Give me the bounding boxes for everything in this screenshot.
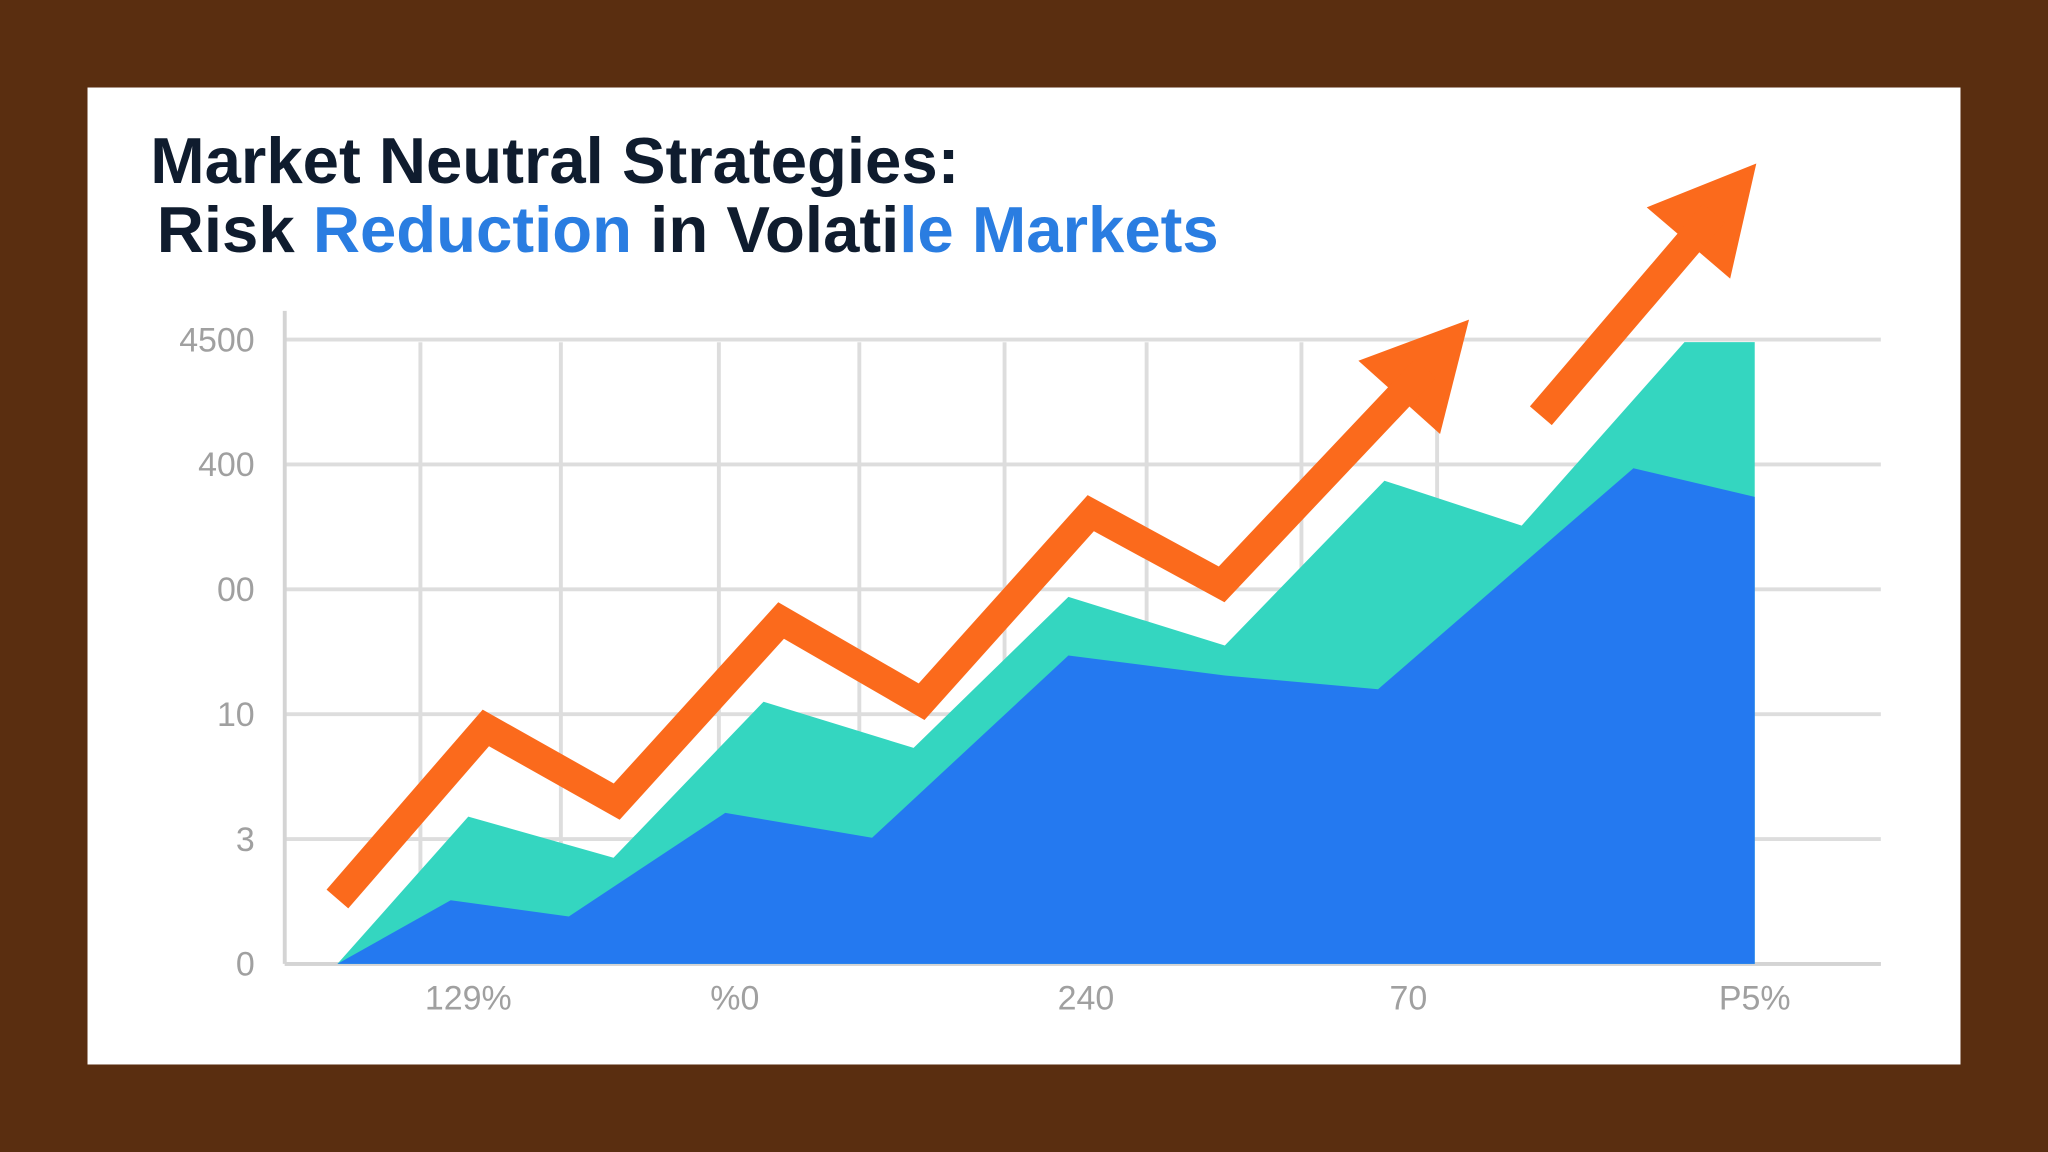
y-tick-label: 4500 bbox=[179, 321, 255, 359]
title-part: le Markets bbox=[899, 193, 1218, 266]
x-tick-label: 70 bbox=[1390, 980, 1428, 1018]
area bbox=[337, 468, 1755, 964]
x-tick-label: %0 bbox=[710, 980, 759, 1018]
x-tick-label: 129% bbox=[425, 980, 512, 1018]
title-part: Risk bbox=[157, 193, 313, 266]
chart-title: Market Neutral Strategies: bbox=[150, 124, 959, 197]
chart-title: Risk Reduction in Volatile Markets bbox=[157, 193, 1219, 266]
labels: Market Neutral Strategies:Risk Reduction… bbox=[150, 124, 1790, 1018]
line bbox=[326, 203, 1725, 909]
title-part: in Volati bbox=[632, 193, 899, 266]
title-part: Market Neutral Strategies: bbox=[150, 124, 959, 197]
x-tick-label: 240 bbox=[1058, 980, 1115, 1018]
y-tick-label: 10 bbox=[217, 696, 255, 734]
x-tick-label: P5% bbox=[1719, 980, 1791, 1018]
y-tick-label: 00 bbox=[217, 571, 255, 609]
y-tick-label: 3 bbox=[236, 821, 255, 859]
title-part: Reduction bbox=[313, 193, 632, 266]
y-tick-label: 400 bbox=[198, 446, 255, 484]
plot bbox=[326, 163, 1757, 964]
y-tick-label: 0 bbox=[236, 946, 255, 984]
